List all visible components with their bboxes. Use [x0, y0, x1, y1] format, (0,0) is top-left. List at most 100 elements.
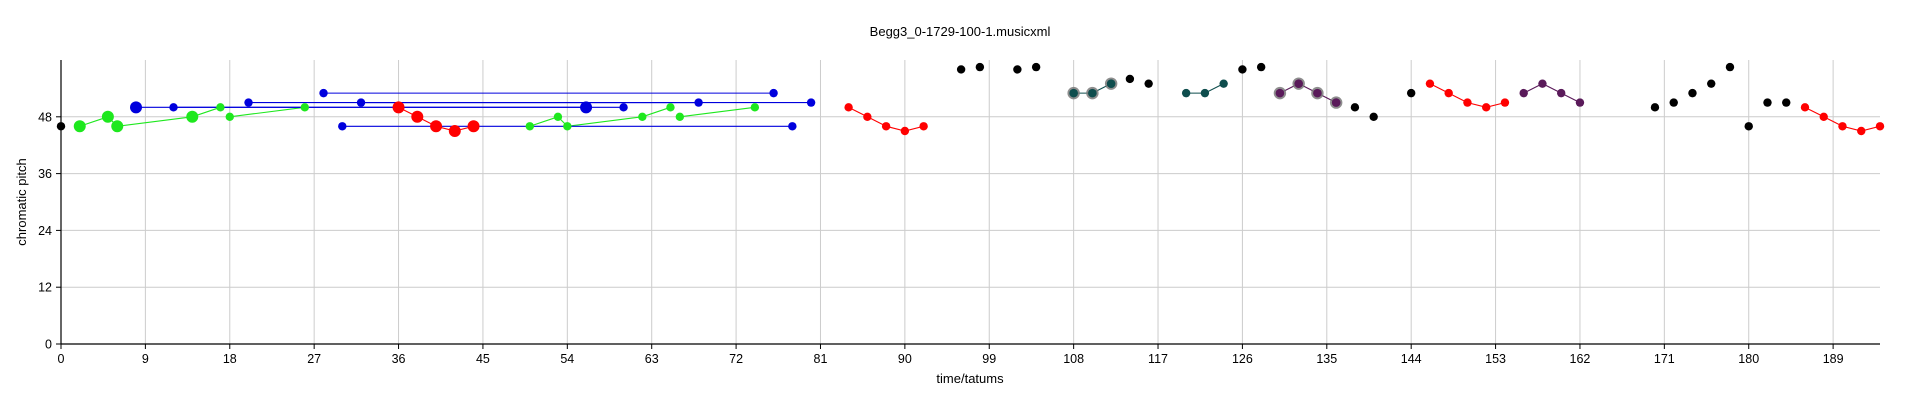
data-point [1538, 79, 1547, 88]
x-tick-label: 189 [1823, 352, 1844, 366]
x-tick-label: 117 [1148, 352, 1168, 366]
y-tick-label: 0 [45, 338, 52, 352]
emphasized-point [186, 110, 199, 123]
data-point [844, 103, 853, 112]
x-tick-label: 81 [814, 352, 828, 366]
data-point [619, 103, 628, 112]
data-point [1238, 65, 1247, 74]
data-point [1125, 74, 1135, 84]
x-tick-label: 63 [645, 352, 659, 366]
data-point [666, 103, 675, 112]
data-point [1688, 88, 1697, 98]
data-point [1013, 65, 1022, 74]
highlighted-point [1088, 88, 1097, 98]
emphasized-point [130, 101, 143, 114]
data-point [675, 112, 685, 122]
data-point [319, 88, 328, 98]
data-point [300, 103, 309, 112]
data-point [1181, 88, 1191, 98]
y-tick-label: 48 [38, 110, 52, 124]
data-point [806, 98, 816, 107]
data-point [1519, 88, 1528, 98]
emphasized-point [392, 101, 405, 114]
data-point [356, 98, 366, 107]
data-point [1725, 62, 1735, 72]
data-point [1031, 62, 1041, 72]
y-tick-label: 24 [38, 224, 52, 238]
data-point [1557, 88, 1566, 98]
chart-title: Begg3_0-1729-100-1.musicxml [870, 24, 1051, 39]
x-tick-label: 126 [1232, 352, 1253, 366]
data-point [216, 103, 225, 112]
emphasized-point [73, 120, 86, 133]
data-point [225, 112, 234, 122]
data-point [750, 103, 760, 112]
emphasized-point [111, 120, 124, 133]
data-point [1219, 79, 1228, 88]
data-point [1144, 79, 1153, 88]
x-tick-label: 153 [1485, 352, 1506, 366]
x-tick-label: 45 [476, 352, 490, 366]
data-point [553, 112, 563, 122]
highlighted-point [1106, 79, 1116, 88]
series-line [679, 106, 755, 118]
emphasized-point [430, 120, 443, 133]
data-point [1819, 112, 1828, 122]
data-point [975, 62, 985, 72]
data-point [638, 112, 647, 122]
x-tick-label: 144 [1401, 352, 1422, 366]
data-point [1669, 98, 1678, 107]
x-tick-label: 180 [1738, 352, 1759, 366]
data-point [1500, 98, 1510, 107]
data-point [1256, 62, 1266, 72]
data-point [694, 98, 703, 107]
x-tick-label: 90 [898, 352, 912, 366]
emphasized-point [467, 120, 480, 133]
highlighted-point [1313, 88, 1322, 98]
x-tick-label: 18 [223, 352, 237, 366]
data-point [1406, 88, 1416, 98]
data-point [956, 65, 966, 74]
data-point [769, 88, 778, 98]
highlighted-point [1275, 88, 1285, 98]
x-tick-label: 171 [1654, 352, 1675, 366]
data-point [1425, 79, 1435, 88]
y-tick-label: 36 [38, 167, 52, 181]
data-point [1369, 112, 1378, 122]
highlighted-point [1294, 79, 1303, 88]
x-tick-label: 72 [729, 352, 743, 366]
x-tick-label: 54 [560, 352, 574, 366]
data-point [919, 122, 928, 131]
data-point [1444, 88, 1453, 98]
data-point [1575, 98, 1585, 107]
data-point [1463, 98, 1472, 107]
x-axis-label: time/tatums [936, 371, 1004, 386]
data-point [338, 122, 347, 131]
data-point [1782, 98, 1791, 107]
series-line [229, 106, 305, 118]
data-point [1763, 98, 1772, 107]
data-point [525, 122, 535, 131]
data-point [1800, 103, 1810, 112]
data-point [1200, 88, 1210, 98]
x-tick-label: 0 [58, 352, 65, 366]
x-tick-label: 108 [1063, 352, 1084, 366]
data-point [881, 122, 891, 131]
data-point [1857, 126, 1866, 136]
emphasized-point [580, 101, 593, 114]
data-point [563, 122, 572, 131]
data-point [1707, 79, 1716, 88]
x-tick-label: 27 [307, 352, 321, 366]
x-tick-label: 162 [1570, 352, 1591, 366]
data-point [1481, 103, 1491, 112]
data-point [244, 98, 253, 107]
y-axis-label: chromatic pitch [14, 158, 29, 245]
data-point [169, 103, 178, 112]
highlighted-point [1331, 98, 1341, 107]
data-point [788, 122, 797, 131]
data-point [1875, 122, 1885, 131]
axes: 0 9 18 27 36 45 54 63 72 81 90 99 108 117 126 135 144 153… [38, 60, 1880, 366]
data-point [900, 126, 910, 136]
data-point [1650, 103, 1660, 112]
